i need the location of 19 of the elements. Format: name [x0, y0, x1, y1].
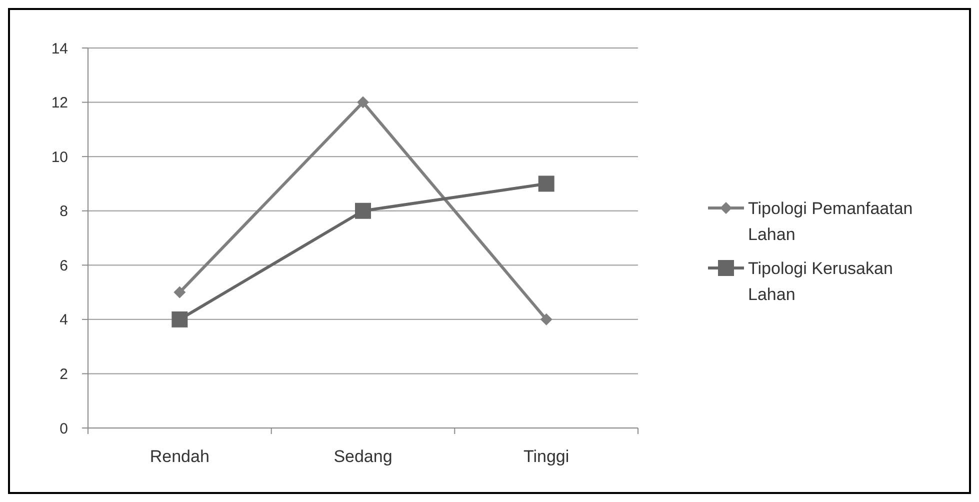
- x-tick-label: Tinggi: [523, 447, 570, 466]
- y-tick-label: 6: [60, 257, 68, 274]
- y-tick-label: 10: [51, 148, 68, 166]
- point: [540, 313, 552, 326]
- y-tick-label: 14: [51, 40, 68, 58]
- legend-label: Tipologi Kerusakan Lahan: [748, 259, 893, 304]
- x-tick-label: Sedang: [334, 447, 392, 466]
- point: [355, 202, 371, 219]
- point: [174, 286, 186, 298]
- legend-label: Tipologi Pemanfaatan Lahan: [748, 199, 913, 244]
- point: [172, 311, 188, 328]
- y-tick-label: 8: [60, 203, 68, 220]
- point: [538, 176, 554, 192]
- point: [357, 96, 369, 108]
- x-tick-label: Rendah: [150, 447, 210, 466]
- y-tick-label: 2: [60, 366, 68, 383]
- y-tick-label: 4: [60, 312, 68, 329]
- y-tick-label: 12: [51, 94, 68, 112]
- y-tick-label: 0: [60, 420, 68, 438]
